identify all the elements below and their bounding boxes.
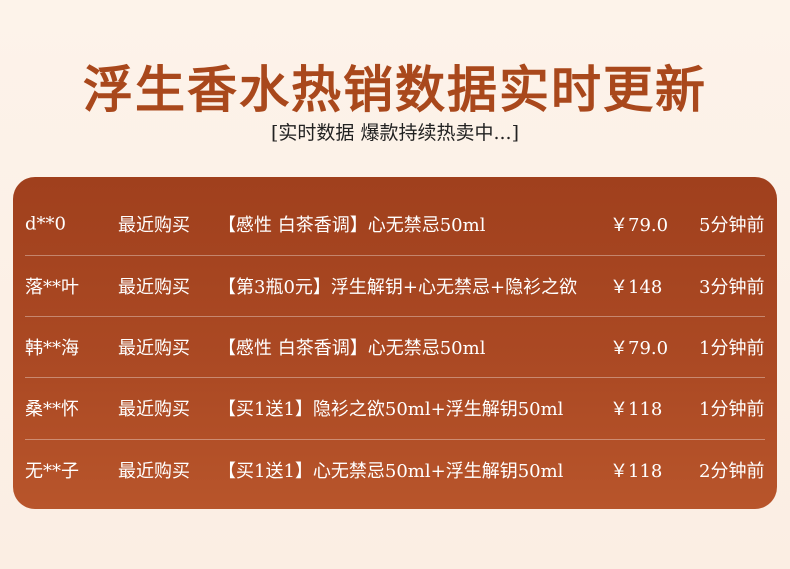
row-divider [25, 255, 765, 256]
time-ago: 3分钟前 [699, 276, 765, 298]
buyer-name: 桑**怀 [25, 398, 79, 420]
price: ￥148 [610, 276, 663, 298]
buyer-name: 落**叶 [25, 276, 79, 298]
action-label: 最近购买 [118, 398, 190, 420]
action-label: 最近购买 [118, 460, 190, 482]
purchase-row: 落**叶 最近购买 【第3瓶0元】浮生解钥+心无禁忌+隐衫之欲 ￥148 3分钟… [13, 255, 777, 316]
action-label: 最近购买 [118, 337, 190, 359]
buyer-name: d**0 [25, 213, 66, 234]
purchase-row: d**0 最近购买 【慼性 白茶香调】心无禁忌50ml ￥79.0 5分钟前 [13, 193, 777, 254]
action-label: 最近购买 [118, 214, 190, 236]
time-ago: 5分钟前 [699, 214, 765, 236]
price: ￥118 [610, 460, 663, 482]
product-name: 【第3瓶0元】浮生解钥+心无禁忌+隐衫之欲 [218, 276, 578, 298]
purchase-row: 无**子 最近购买 【买1送1】心无禁忌50ml+浮生解钥50ml ￥118 2… [13, 439, 777, 500]
product-name: 【买1送1】心无禁忌50ml+浮生解钥50ml [218, 460, 564, 482]
time-ago: 2分钟前 [699, 460, 765, 482]
time-ago: 1分钟前 [699, 398, 765, 420]
page-subtitle: [实时数据 爆款持续热卖中...] [271, 122, 519, 144]
recent-purchases-card: d**0 最近购买 【慼性 白茶香调】心无禁忌50ml ￥79.0 5分钟前 落… [13, 177, 777, 509]
buyer-name: 无**子 [25, 460, 79, 482]
buyer-name: 韩**海 [25, 337, 79, 359]
row-divider [25, 316, 765, 317]
page-title: 浮生香水热销数据实时更新 [83, 60, 707, 119]
price: ￥79.0 [610, 214, 669, 236]
row-divider [25, 439, 765, 440]
product-name: 【买1送1】隐衫之欲50ml+浮生解钥50ml [218, 398, 564, 420]
purchase-row: 桑**怀 最近购买 【买1送1】隐衫之欲50ml+浮生解钥50ml ￥118 1… [13, 377, 777, 438]
row-divider [25, 377, 765, 378]
price: ￥79.0 [610, 337, 669, 359]
purchase-row: 韩**海 最近购买 【慼性 白茶香调】心无禁忌50ml ￥79.0 1分钟前 [13, 316, 777, 377]
product-name: 【慼性 白茶香调】心无禁忌50ml [218, 214, 486, 236]
time-ago: 1分钟前 [699, 337, 765, 359]
action-label: 最近购买 [118, 276, 190, 298]
price: ￥118 [610, 398, 663, 420]
product-name: 【慼性 白茶香调】心无禁忌50ml [218, 337, 486, 359]
